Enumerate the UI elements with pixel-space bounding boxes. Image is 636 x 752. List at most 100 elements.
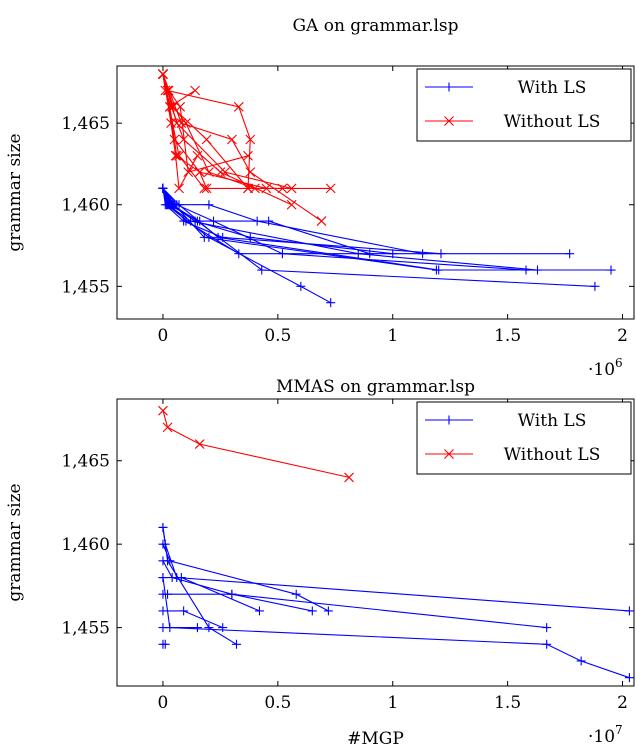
data-point	[245, 232, 255, 242]
legend: With LS Without LS	[416, 68, 632, 142]
y-tick-label: 1,465	[61, 452, 110, 472]
data-point	[204, 167, 214, 177]
series-run-line	[163, 610, 223, 629]
data-point	[542, 623, 552, 633]
series-run-line	[162, 188, 439, 271]
data-point	[158, 556, 168, 566]
data-point	[163, 589, 173, 599]
legend-label: Without LS	[504, 445, 601, 465]
data-point	[542, 639, 552, 649]
data-point	[245, 167, 256, 177]
plot-frame	[116, 65, 635, 320]
x-multiplier-exponent: 6	[615, 356, 623, 370]
legend: With LS Without LS	[416, 401, 632, 475]
data-point	[245, 134, 256, 145]
data-point	[171, 150, 182, 161]
data-point	[296, 281, 306, 291]
data-point	[166, 118, 176, 129]
data-point	[158, 606, 168, 616]
data-point	[190, 85, 201, 96]
x-multiplier-exponent: 7	[615, 723, 623, 737]
series-run-line	[162, 577, 630, 679]
series-without-ls	[158, 405, 354, 483]
series-run-line	[162, 410, 350, 478]
data-point	[291, 589, 301, 599]
series-run-line	[162, 543, 329, 612]
data-point	[590, 281, 600, 291]
data-point	[316, 216, 327, 226]
data-point	[160, 639, 170, 649]
data-point	[231, 639, 241, 649]
chart-title: GA on grammar.lsp	[292, 16, 458, 36]
x-tick-label: 1	[387, 326, 398, 346]
data-point	[174, 183, 184, 194]
x-tick-label: 2	[617, 693, 628, 713]
legend-label: With LS	[518, 78, 587, 98]
data-point	[576, 656, 586, 666]
data-point	[192, 150, 203, 161]
x-tick-label: 0.5	[264, 326, 291, 346]
data-point	[286, 199, 297, 210]
data-point	[249, 183, 260, 194]
data-point	[174, 200, 184, 210]
series-run-line	[162, 74, 292, 189]
x-tick-label: 0	[158, 693, 169, 713]
data-point	[436, 249, 446, 259]
y-tick-label: 1,455	[61, 277, 110, 297]
data-point	[565, 249, 575, 259]
y-tick-label: 1,455	[61, 619, 110, 639]
data-point	[164, 101, 175, 112]
x-multiplier-base: ·10	[588, 360, 615, 380]
data-point	[176, 573, 186, 583]
series-run-line	[162, 188, 527, 271]
data-point	[434, 265, 444, 275]
data-point	[227, 134, 237, 145]
data-point	[170, 150, 181, 161]
data-point	[218, 623, 228, 633]
y-tick-label: 1,460	[61, 535, 110, 555]
legend-box	[416, 401, 632, 475]
data-point	[158, 183, 168, 193]
x-axis-label: #MGP	[347, 729, 404, 749]
data-point	[213, 232, 223, 242]
data-point	[323, 606, 333, 616]
x-axis-multiplier: ·106	[588, 356, 623, 380]
data-point	[277, 183, 288, 194]
plot-frame	[116, 398, 635, 687]
x-tick-label: 1.5	[494, 326, 521, 346]
data-point	[365, 249, 375, 259]
data-point	[624, 673, 634, 683]
legend-box	[416, 68, 632, 142]
series-run-line	[163, 593, 547, 629]
data-point	[179, 606, 189, 616]
plot-area	[158, 405, 634, 683]
plot-area	[158, 69, 616, 308]
x-tick-label: 0.5	[264, 693, 291, 713]
data-point	[194, 167, 205, 177]
data-point	[257, 265, 267, 275]
data-point	[606, 265, 616, 275]
data-point	[201, 183, 212, 194]
data-point	[179, 216, 189, 226]
legend-marker	[444, 449, 454, 459]
data-point	[175, 101, 186, 112]
data-point	[199, 232, 209, 242]
data-point	[165, 623, 175, 633]
data-point	[158, 69, 168, 80]
data-point	[277, 249, 287, 259]
data-point	[192, 623, 202, 633]
y-axis-label: grammar size	[5, 133, 25, 251]
y-tick-label: 1,460	[61, 196, 110, 216]
x-tick-label: 1	[387, 693, 398, 713]
chart-title: MMAS on grammar.lsp	[276, 377, 475, 397]
data-point	[178, 134, 189, 145]
data-point	[521, 265, 531, 275]
series-with-ls	[158, 522, 634, 683]
data-point	[233, 101, 244, 112]
data-point	[418, 249, 428, 259]
data-point	[264, 216, 274, 226]
series-without-ls	[158, 69, 336, 226]
data-point	[158, 522, 168, 532]
data-point	[201, 134, 212, 145]
